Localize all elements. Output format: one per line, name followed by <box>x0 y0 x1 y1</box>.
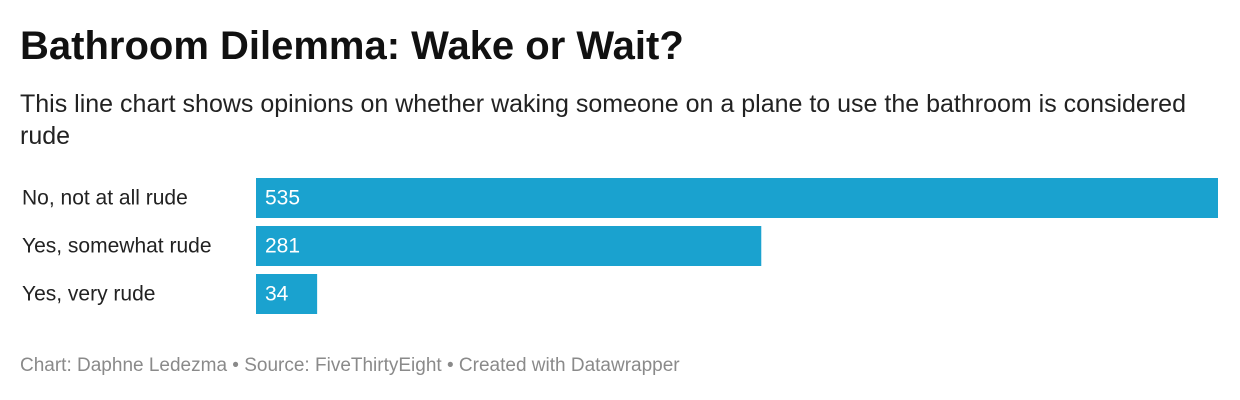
chart-title: Bathroom Dilemma: Wake or Wait? <box>20 24 684 68</box>
chart-subtitle: This line chart shows opinions on whethe… <box>20 90 1186 150</box>
bar <box>256 226 762 266</box>
footer-separator: • <box>227 355 245 376</box>
footer-created-with: Created with Datawrapper <box>458 355 680 376</box>
bar-value-label: 281 <box>265 235 300 258</box>
bar <box>256 178 1218 218</box>
category-label: No, not at all rude <box>22 187 188 210</box>
bar-chart: No, not at all rude 535 Yes, somewhat rude… <box>0 170 1240 330</box>
footer-separator: • <box>441 355 459 376</box>
category-label: Yes, somewhat rude <box>22 235 212 258</box>
footer-chart-credit: Chart: Daphne Ledezma <box>20 355 228 376</box>
footer-source: Source: FiveThirtyEight <box>244 355 442 376</box>
bar-value-label: 34 <box>265 283 289 306</box>
bar <box>256 274 318 314</box>
category-label: Yes, very rude <box>22 283 155 306</box>
bar-chart-svg: No, not at all rude 535 Yes, somewhat rude… <box>22 178 1218 314</box>
chart-footer: Chart: Daphne Ledezma • Source: FiveThir… <box>20 354 680 378</box>
bar-value-label: 535 <box>265 187 300 210</box>
